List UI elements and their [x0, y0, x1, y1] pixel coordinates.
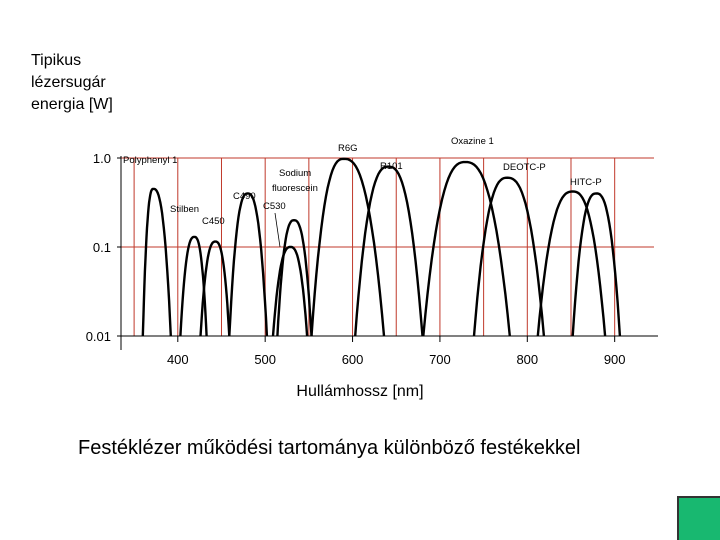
- x-tick-label: 700: [429, 352, 451, 367]
- curve-label: C490: [233, 191, 256, 202]
- curve-label: Oxazine 1: [451, 136, 494, 147]
- curve-stilben: [179, 235, 208, 337]
- curve-label: HITC-P: [570, 177, 602, 188]
- curve-label: Sodium: [279, 168, 311, 179]
- curve-label: R101: [380, 161, 403, 172]
- curve-label: R6G: [338, 143, 358, 154]
- y-tick-label: 0.1: [93, 240, 111, 255]
- curve-polyphenyl-1: [141, 187, 172, 337]
- y-axis-title-line-1: Tipikus: [31, 52, 82, 69]
- curve-label: DEOTC-P: [503, 162, 546, 173]
- y-axis-title: Tipikus lézersugár energia [W]: [31, 50, 113, 116]
- curve-label: C530: [263, 201, 286, 212]
- curve-label: Stilben: [170, 204, 199, 215]
- slide-corner-box: [677, 496, 720, 540]
- curve-oxazine-1: [422, 160, 511, 337]
- x-axis-title: Hullámhossz [nm]: [296, 383, 424, 400]
- x-tick-label: 900: [604, 352, 626, 367]
- curve-c530: [271, 245, 309, 337]
- curve-c490: [228, 192, 269, 337]
- x-tick-label: 600: [342, 352, 364, 367]
- curve-unlabeled-11: [571, 192, 622, 337]
- curve-deotc-p: [472, 176, 546, 337]
- curve-label: C450: [202, 216, 225, 227]
- curve-hitc-p: [536, 190, 607, 337]
- y-tick-label: 0.01: [86, 329, 111, 344]
- curve-r101: [354, 165, 424, 337]
- x-tick-label: 400: [167, 352, 189, 367]
- x-tick-label: 800: [516, 352, 538, 367]
- curve-sodium-fluorescein: [276, 218, 313, 337]
- curve-r6g: [310, 157, 386, 337]
- curve-c450: [199, 240, 231, 337]
- y-tick-label: 1.0: [93, 151, 111, 166]
- chart-caption: Festéklézer működési tartománya különböz…: [78, 437, 581, 459]
- label-pointer: [274, 212, 281, 248]
- y-axis-title-line-3: energia [W]: [31, 96, 113, 113]
- curve-label: fluorescein: [272, 183, 318, 194]
- curve-label: Polyphenyl 1: [123, 155, 177, 166]
- y-axis-title-line-2: lézersugár: [31, 74, 106, 91]
- x-tick-label: 500: [254, 352, 276, 367]
